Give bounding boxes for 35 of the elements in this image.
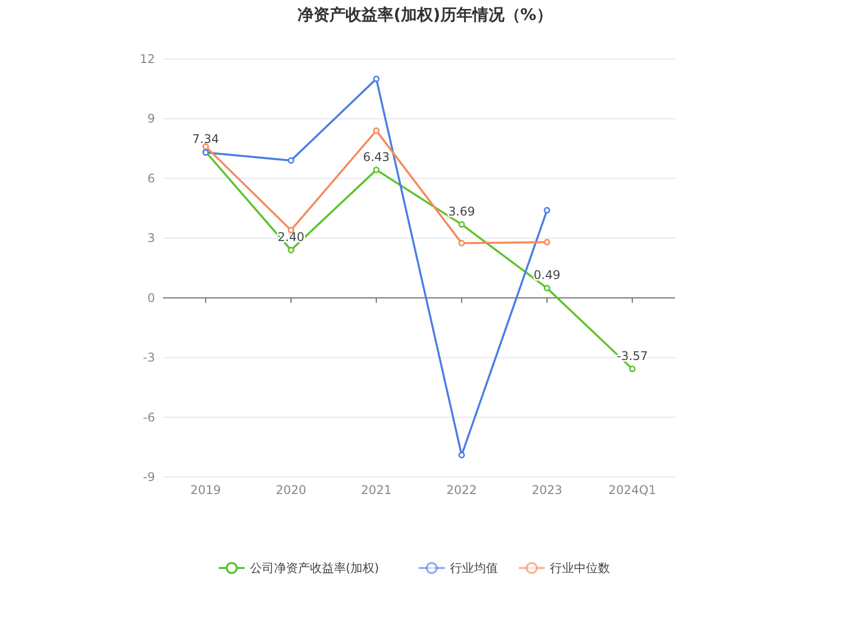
- y-tick-label: 6: [147, 171, 155, 186]
- point: [373, 127, 380, 134]
- chart-title: 净资产收益率(加权)历年情况（%）: [298, 5, 552, 24]
- data-label: 6.43: [362, 150, 390, 164]
- point: [544, 284, 550, 292]
- point: [202, 143, 209, 150]
- point: [544, 238, 550, 246]
- x-tick-label: 2019: [190, 483, 221, 497]
- y-tick-label: 0: [147, 290, 155, 305]
- y-tick-label: 9: [147, 112, 155, 126]
- y-tick-label: -3: [143, 350, 155, 365]
- y-tick-label: -9: [143, 470, 155, 484]
- x-tick-label: 2023: [532, 483, 562, 497]
- point: [458, 221, 465, 228]
- point: [373, 76, 380, 82]
- x-tick-label: 2020: [276, 483, 306, 497]
- legend-label: 公司净资产收益率(加权): [250, 561, 380, 575]
- x-tick-label: 2024Q1: [608, 483, 656, 497]
- data-label: 0.49: [534, 268, 560, 282]
- point: [288, 157, 294, 164]
- y-tick-label: 3: [147, 231, 155, 246]
- point: [458, 240, 465, 246]
- x-tick-label: 2022: [446, 483, 477, 497]
- point: [288, 246, 294, 254]
- x-tick-label: 2021: [361, 483, 392, 497]
- point: [629, 366, 636, 372]
- point: [373, 166, 380, 174]
- point: [544, 207, 550, 214]
- legend-label: 行业中位数: [550, 561, 610, 575]
- data-label: 7.34: [192, 132, 220, 146]
- data-label: 3.69: [448, 204, 476, 218]
- y-tick-label: 12: [140, 52, 155, 66]
- legend-label: 行业均值: [450, 561, 498, 575]
- point: [458, 452, 465, 458]
- y-tick-label: -6: [143, 410, 155, 424]
